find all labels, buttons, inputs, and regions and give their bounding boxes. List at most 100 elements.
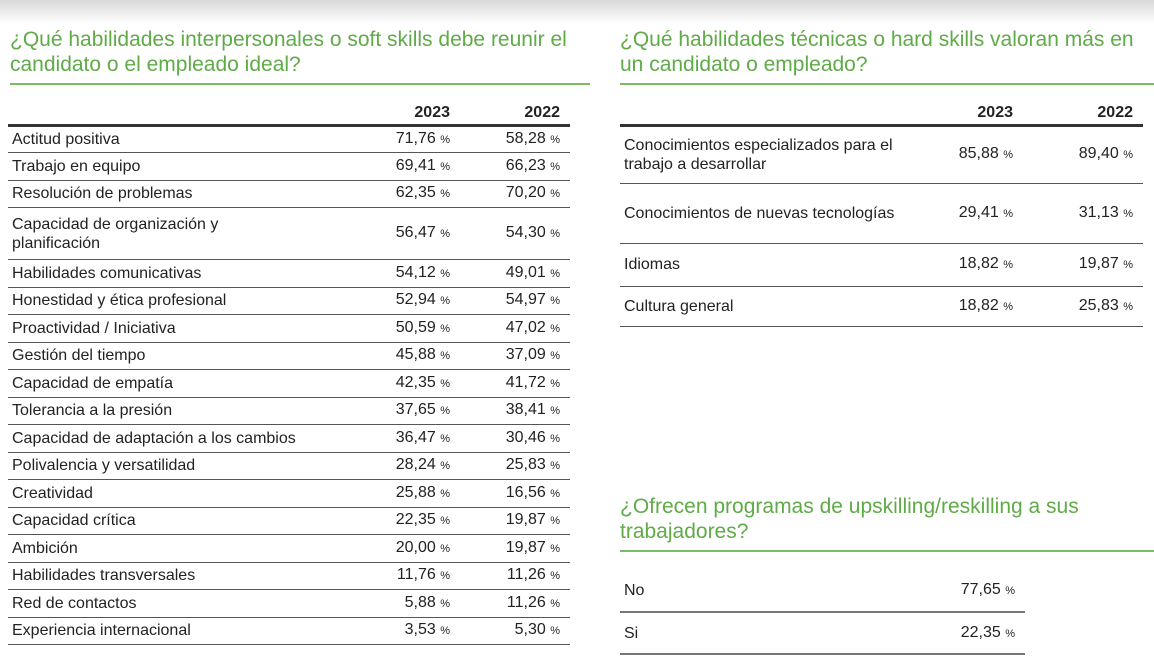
percent-sign: % [440,625,450,638]
col-2023: 2023 [360,99,460,127]
value: 5,88 [404,593,436,611]
value-cell: 5,88 % [360,589,460,618]
percent-sign: % [440,295,450,308]
top-shadow [0,0,1154,24]
value-cell: 25,83 % [1023,286,1143,327]
percent-sign: % [550,377,560,390]
row-label: Creatividad [8,479,360,508]
value: 54,30 [505,224,546,241]
value-cell: 54,97 % [460,287,570,315]
row-label: Trabajo en equipo [8,152,360,181]
row-label: Resolución de problemas [8,180,360,208]
value: 56,47 [395,224,436,241]
percent-sign: % [550,160,560,173]
percent-sign: % [550,515,560,528]
hard-skills-title: ¿Qué habilidades técnicas o hard skills … [620,27,1154,85]
value: 5,30 [514,621,546,639]
value-cell: 11,26 % [460,589,570,618]
value-cell: 3,53 % [360,617,460,645]
value: 89,40 [1078,145,1119,162]
table-header: 2023 2022 [620,99,1143,127]
percent-sign: % [550,188,560,201]
percent-sign: % [440,570,450,583]
row-label: Capacidad de empatía [8,369,360,398]
soft-skills-title: ¿Qué habilidades interpersonales o soft … [10,27,590,85]
value-cell: 37,09 % [460,342,570,370]
percent-sign: % [1003,259,1013,271]
percent-sign: % [440,487,450,500]
table-row: Tolerancia a la presión 37,65 % 38,41 % [8,397,570,425]
table-row: Capacidad crítica 22,35 % 19,87 % [8,507,570,535]
row-label: Honestidad y ética profesional [8,287,360,315]
table-row: Ambición 20,00 % 19,87 % [8,534,570,563]
value-cell: 25,88 % [360,479,460,508]
value-cell: 54,30 % [460,207,570,260]
value: 28,24 [395,456,436,474]
value: 38,41 [505,401,546,419]
table-row: Capacidad de organización y planificació… [8,207,570,260]
percent-sign: % [550,295,560,308]
value: 77,65 [960,581,1001,598]
table-row: Conocimientos de nuevas tecnologías 29,41… [620,183,1143,244]
table-row: Habilidades transversales 11,76 % 11,26 % [8,562,570,590]
percent-sign: % [550,625,560,638]
row-label: Experiencia internacional [8,617,360,645]
row-label: Actitud positiva [8,125,360,153]
value: 66,23 [505,156,546,174]
percent-sign: % [550,267,560,280]
value-cell: 56,47 % [360,207,460,260]
value: 37,09 [505,346,546,364]
percent-sign: % [440,405,450,418]
row-label: Proactividad / Iniciativa [8,314,360,343]
value-cell: 16,56 % [460,479,570,508]
value: 29,41 [958,203,999,221]
percent-sign: % [550,542,560,555]
value-cell: 30,46 % [460,424,570,453]
row-label: Idiomas [620,243,913,287]
table-header: 2023 2022 [8,99,570,127]
soft-skills-table: 2023 2022 Actitud positiva 71,76 % 58,28 %… [8,99,570,645]
percent-sign: % [550,460,560,473]
value: 22,35 [960,623,1001,641]
value-cell: 18,82 % [913,243,1023,287]
upskilling-table: No 77,65 % Si 22,35 % [620,570,1025,655]
percent-sign: % [1003,149,1013,161]
value-cell: 52,94 % [360,287,460,315]
hard-skills-table: 2023 2022 Conocimientos especializados p… [620,99,1143,327]
value-cell: 36,47 % [360,424,460,453]
value: 41,72 [505,373,546,391]
percent-sign: % [550,487,560,500]
table-row: Experiencia internacional 3,53 % 5,30 % [8,617,570,645]
value-cell: 19,87 % [460,534,570,563]
value: 45,88 [395,346,436,364]
value: 50,59 [395,318,436,336]
value: 11,76 [396,566,436,584]
value-cell: 18,82 % [913,286,1023,327]
value: 52,94 [395,291,436,309]
value-cell: 20,00 % [360,534,460,563]
value-cell: 71,76 % [360,125,460,153]
percent-sign: % [550,405,560,418]
percent-sign: % [550,350,560,363]
value-cell: 11,26 % [460,562,570,590]
percent-sign: % [550,432,560,445]
percent-sign: % [440,377,450,390]
value: 31,13 [1078,203,1119,221]
row-label: Tolerancia a la presión [8,397,360,425]
row-label: Capacidad de organización y planificació… [8,207,360,260]
value: 70,20 [505,184,546,202]
value-cell: 29,41 % [913,183,1023,244]
value-cell: 66,23 % [460,152,570,181]
value: 49,01 [505,263,546,281]
percent-sign: % [440,228,450,240]
value-cell: 19,87 % [1023,243,1143,287]
value-cell: 11,76 % [360,562,460,590]
table-row: Honestidad y ética profesional 52,94 % 54,… [8,287,570,315]
percent-sign: % [550,322,560,335]
value: 25,83 [505,456,546,474]
value-cell: 89,40 % [1023,125,1143,184]
value: 19,87 [1078,255,1119,272]
value-cell: 41,72 % [460,369,570,398]
value-cell: 69,41 % [360,152,460,181]
table-row: Idiomas 18,82 % 19,87 % [620,243,1143,287]
